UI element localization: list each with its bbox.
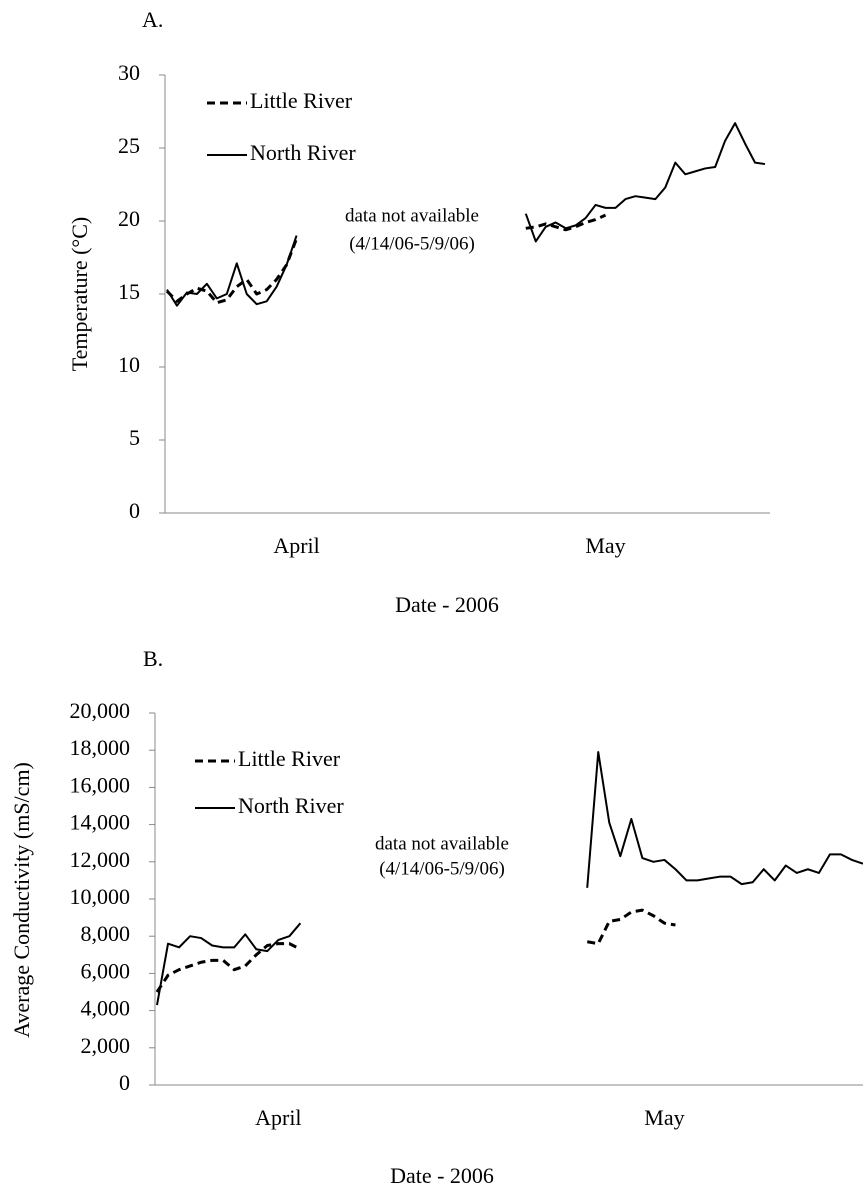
chart-title: B. [143,646,163,671]
y-tick-label: 10,000 [70,884,131,909]
line-series [165,213,607,305]
y-tick-label: 20,000 [70,698,131,723]
annotation: (4/14/06-5/9/06) [379,858,505,879]
y-tick-label: 0 [129,498,140,523]
y-tick-label: 6,000 [81,958,131,983]
y-axis-label: Average Conductivity (mS/cm) [9,762,34,1038]
y-tick-label: 4,000 [81,996,131,1021]
line-series [156,751,863,1006]
y-tick-label: 2,000 [81,1033,131,1058]
annotation: (4/14/06-5/9/06) [349,233,475,254]
y-axis-label: Temperature (°C) [67,217,92,371]
annotation: data not available [345,205,479,226]
chart-title: A. [142,7,163,32]
x-axis-label: Date - 2006 [390,1163,494,1188]
y-tick-label: 16,000 [70,772,131,797]
y-tick-label: 20 [118,206,140,231]
annotation: data not available [375,833,509,854]
y-tick-label: 5 [129,425,140,450]
x-tick-label: May [585,533,625,558]
y-tick-label: 10 [118,352,140,377]
y-tick-label: 15 [118,279,140,304]
y-tick-label: 25 [118,133,140,158]
line-series [155,908,676,993]
line-series [166,122,766,307]
x-axis-label: Date - 2006 [395,592,499,617]
y-tick-label: 12,000 [70,847,131,872]
y-tick-label: 30 [118,60,140,85]
x-tick-label: April [273,533,319,558]
legend-label: North River [238,793,344,818]
y-tick-label: 18,000 [70,735,131,760]
y-tick-label: 14,000 [70,810,131,835]
legend-label: Little River [250,88,353,113]
x-tick-label: April [255,1105,301,1130]
y-tick-label: 8,000 [81,921,131,946]
y-tick-label: 0 [119,1070,130,1095]
legend-label: North River [250,140,356,165]
x-tick-label: May [644,1105,684,1130]
legend-label: Little River [238,746,341,771]
